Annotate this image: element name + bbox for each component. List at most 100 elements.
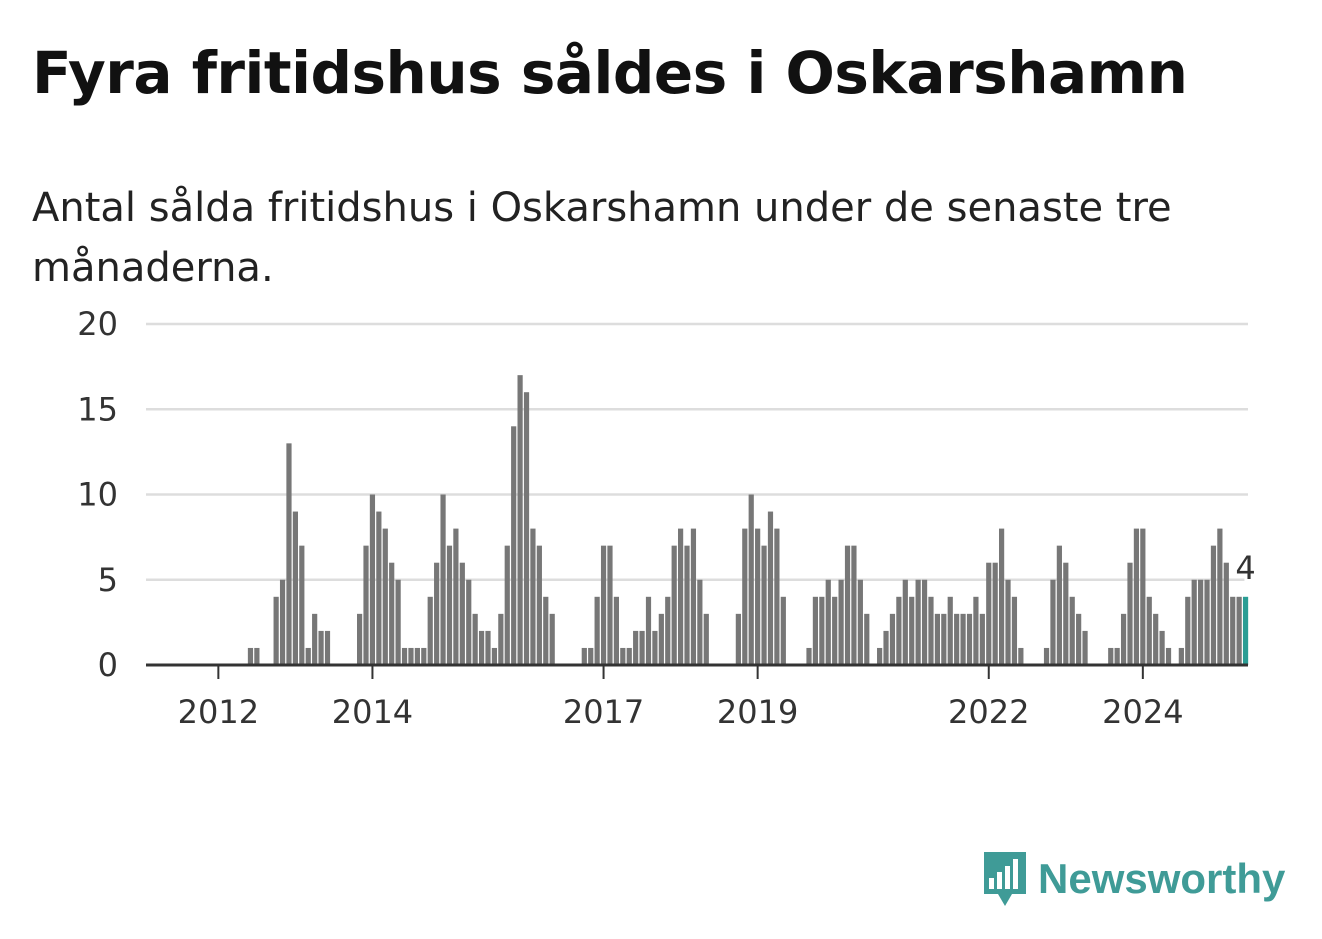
bar	[1236, 596, 1242, 665]
bar	[1050, 579, 1056, 665]
bar	[1230, 596, 1236, 665]
bar	[1005, 579, 1011, 665]
bar	[934, 613, 940, 665]
bar	[273, 596, 279, 665]
axes	[146, 663, 1248, 679]
grid-lines	[146, 322, 1248, 581]
bar	[735, 613, 741, 665]
x-tick-label: 2012	[178, 693, 259, 731]
bar	[941, 613, 947, 665]
bar	[286, 443, 292, 665]
newsworthy-logo: Newsworthy	[980, 848, 1285, 910]
bar	[466, 579, 472, 665]
bar	[613, 596, 619, 665]
bar-latest	[1242, 596, 1249, 665]
bar	[819, 596, 825, 665]
bar	[305, 647, 311, 665]
bar	[832, 596, 838, 665]
bar	[1133, 528, 1140, 665]
bar	[966, 613, 973, 665]
bar	[376, 511, 382, 665]
bar	[1140, 528, 1146, 665]
bar	[446, 545, 453, 665]
bar	[1204, 579, 1210, 665]
x-tick-label: 2024	[1102, 693, 1183, 731]
y-tick-label: 5	[98, 561, 118, 599]
bar	[312, 613, 318, 665]
bar	[581, 647, 587, 665]
bar	[844, 545, 851, 665]
tick-labels: 0 5 10 15 20 2012 2014 2017 2019 2022 2024 4	[77, 305, 1258, 731]
bar	[299, 545, 305, 665]
bar	[864, 613, 870, 665]
bar	[395, 579, 401, 665]
bar-chart: 0 5 10 15 20 2012 2014 2017 2019 2022 2024 4	[77, 305, 1258, 731]
bar	[1198, 579, 1204, 665]
bar	[921, 579, 928, 665]
x-tick-label: 2014	[332, 693, 413, 731]
bar	[742, 528, 748, 665]
bar	[279, 579, 286, 665]
bar	[1191, 579, 1197, 665]
bar	[1076, 613, 1082, 665]
bar	[324, 630, 331, 665]
bar	[767, 511, 774, 665]
bar	[536, 545, 542, 665]
y-tick-label: 10	[77, 476, 118, 514]
bar	[357, 613, 363, 665]
x-tick-label: 2022	[948, 693, 1029, 731]
bar	[517, 375, 523, 665]
bar	[665, 596, 671, 665]
bar	[915, 579, 921, 665]
bar	[928, 596, 934, 665]
bar	[999, 528, 1005, 665]
bar	[1120, 613, 1127, 665]
bar	[478, 630, 485, 665]
bar	[633, 630, 639, 665]
bar	[485, 630, 491, 665]
bar	[652, 630, 658, 665]
bar	[774, 528, 780, 665]
bar	[427, 596, 433, 665]
bar	[960, 613, 966, 665]
bar	[600, 545, 607, 665]
bar	[947, 596, 953, 665]
bar	[690, 528, 697, 665]
bar	[511, 426, 517, 665]
bar	[318, 630, 324, 665]
bar	[986, 562, 992, 665]
bar	[838, 579, 844, 665]
bar	[639, 630, 645, 665]
bar	[421, 647, 427, 665]
newsworthy-logo-icon	[984, 852, 1026, 906]
bar	[806, 647, 812, 665]
bar	[1127, 562, 1133, 665]
bar	[491, 647, 498, 665]
chart-subtitle: Antal sålda fritidshus i Oskarshamn unde…	[32, 185, 1172, 291]
bar	[1210, 545, 1217, 665]
bar	[678, 528, 684, 665]
bar	[1165, 647, 1172, 665]
bar	[414, 647, 420, 665]
bar	[780, 596, 786, 665]
bar	[755, 528, 761, 665]
bar	[1185, 596, 1191, 665]
bar	[825, 579, 831, 665]
bar	[973, 596, 979, 665]
bar	[408, 647, 414, 665]
y-tick-label: 0	[98, 646, 118, 684]
bar	[363, 545, 369, 665]
bar	[389, 562, 395, 665]
bar	[1114, 647, 1120, 665]
bar	[877, 647, 883, 665]
bar	[1146, 596, 1152, 665]
bar	[588, 647, 594, 665]
bar	[594, 596, 600, 665]
bar	[1153, 613, 1159, 665]
y-tick-label: 20	[77, 305, 118, 343]
bar	[812, 596, 819, 665]
y-tick-label: 15	[77, 390, 118, 428]
bar	[671, 545, 677, 665]
bar	[247, 647, 254, 665]
bar	[1011, 596, 1018, 665]
